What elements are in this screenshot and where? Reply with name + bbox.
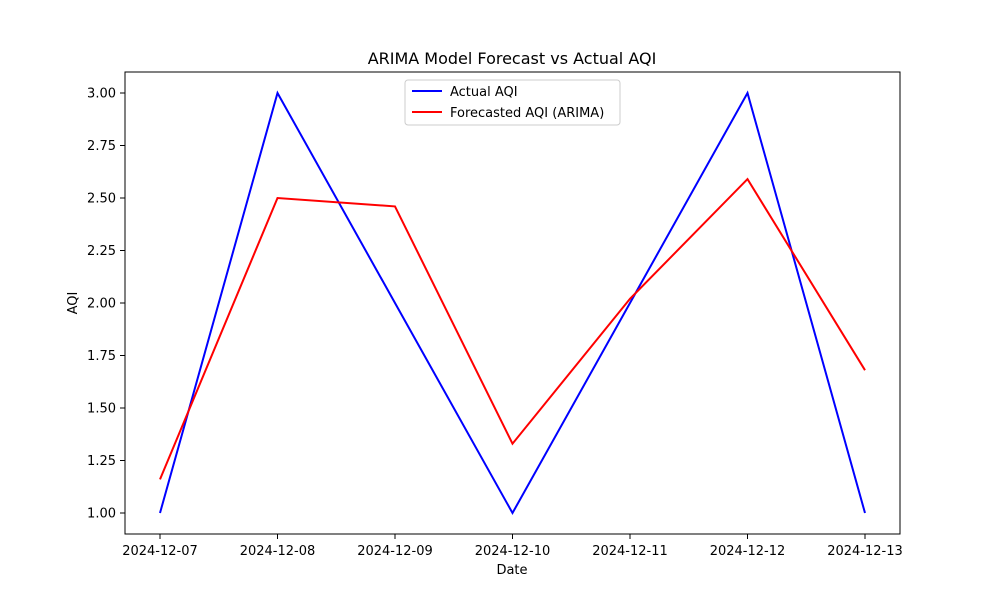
y-tick-label: 2.75 [87, 139, 116, 154]
y-tick-label: 2.50 [87, 192, 116, 207]
axes-frame [124, 71, 901, 535]
x-tick-label: 2024-12-08 [240, 544, 316, 559]
x-tick-label: 2024-12-10 [475, 544, 551, 559]
x-tick-label: 2024-12-11 [592, 544, 668, 559]
legend-label-forecast: Forecasted AQI (ARIMA) [450, 106, 604, 121]
legend-box [404, 79, 621, 126]
x-tick-label: 2024-12-07 [122, 544, 198, 559]
y-tick-label: 2.00 [87, 297, 116, 312]
chart-title: ARIMA Model Forecast vs Actual AQI [368, 49, 657, 68]
series-line-actual-aqi [159, 90, 866, 516]
legend: Actual AQI Forecasted AQI (ARIMA) [404, 79, 621, 126]
x-tick-label: 2024-12-13 [827, 544, 903, 559]
x-tick-label: 2024-12-12 [710, 544, 786, 559]
x-tick-label: 2024-12-09 [357, 544, 433, 559]
y-tick-label: 1.25 [87, 454, 116, 469]
x-axis-title: Date [496, 563, 527, 578]
series-line-forecasted-aqi [159, 177, 866, 480]
legend-label-actual: Actual AQI [450, 85, 518, 100]
y-tick-label: 3.00 [87, 87, 116, 102]
y-tick-label: 1.00 [87, 507, 116, 522]
plot-area: 1.00 1.25 1.50 1.75 2.00 2.25 2.50 2.75 3.00 2024… [87, 71, 903, 559]
y-tick-label: 2.25 [87, 244, 116, 259]
y-tick-label: 1.75 [87, 349, 116, 364]
y-tick-label: 1.50 [87, 402, 116, 417]
y-axis-title: AQI [66, 292, 81, 315]
